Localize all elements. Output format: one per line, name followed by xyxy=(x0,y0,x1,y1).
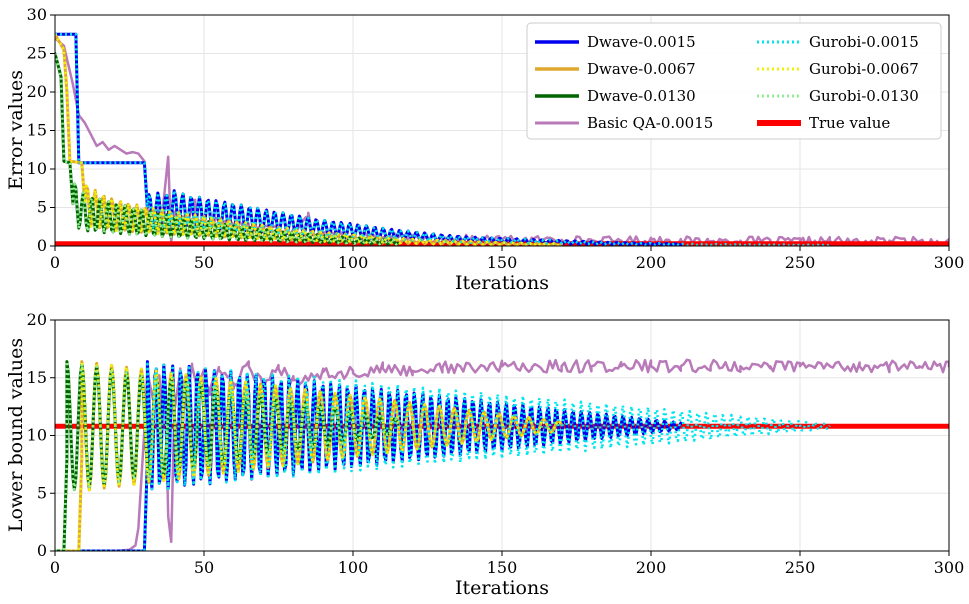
lower-bound-values-chart: 0 50 100 150 200 250 300 0 5 10 15 20 Iterations Lo… xyxy=(5,310,964,599)
legend-label-gurobi-0067: Gurobi-0.0067 xyxy=(809,60,919,78)
legend-label-true-value: True value xyxy=(809,114,890,132)
series-line-basic-qa xyxy=(55,358,949,551)
x-tick-label: 200 xyxy=(636,253,667,272)
legend-label-dwave-0130: Dwave-0.0130 xyxy=(587,87,696,105)
x-axis-title: Iterations xyxy=(455,577,549,599)
ticks: 0 50 100 150 200 250 300 0 5 10 15 20 xyxy=(27,310,965,577)
x-tick-label: 250 xyxy=(785,558,816,577)
legend-label-gurobi-0015: Gurobi-0.0015 xyxy=(809,33,919,51)
legend-label-dwave-0067: Dwave-0.0067 xyxy=(587,60,696,78)
x-tick-label: 300 xyxy=(934,558,965,577)
y-axis-title: Lower bound values xyxy=(5,338,27,532)
y-tick-label: 25 xyxy=(27,44,47,63)
x-tick-label: 100 xyxy=(338,253,369,272)
y-tick-label: 0 xyxy=(37,541,47,560)
y-tick-label: 20 xyxy=(27,82,47,101)
y-tick-label: 15 xyxy=(27,368,47,387)
x-tick-label: 50 xyxy=(194,558,214,577)
x-axis-title: Iterations xyxy=(455,272,549,294)
series-line-gurobi-0130 xyxy=(55,53,399,246)
x-tick-label: 100 xyxy=(338,558,369,577)
y-tick-label: 10 xyxy=(27,159,47,178)
y-tick-label: 5 xyxy=(37,483,47,502)
y-axis-title: Error values xyxy=(5,70,27,190)
x-tick-label: 250 xyxy=(785,253,816,272)
series-line-gurobi-0015 xyxy=(55,33,830,246)
x-tick-label: 0 xyxy=(50,558,60,577)
y-tick-label: 0 xyxy=(37,236,47,255)
legend: Dwave-0.0015 Gurobi-0.0015 Dwave-0.0067 Gur… xyxy=(526,22,942,140)
series-line-gurobi-0130 xyxy=(55,360,399,551)
legend-box xyxy=(526,22,942,140)
legend-label-basic-qa: Basic QA-0.0015 xyxy=(587,114,713,132)
x-tick-label: 150 xyxy=(487,253,518,272)
y-tick-label: 5 xyxy=(37,198,47,217)
series-layer xyxy=(55,32,949,246)
y-tick-label: 10 xyxy=(27,426,47,445)
error-values-chart: 0 50 100 150 200 250 300 0 5 10 15 20 25 30 Iteration… xyxy=(5,5,964,294)
legend-label-dwave-0015: Dwave-0.0015 xyxy=(587,33,696,51)
x-tick-label: 0 xyxy=(50,253,60,272)
x-tick-label: 50 xyxy=(194,253,214,272)
x-tick-label: 150 xyxy=(487,558,518,577)
y-tick-label: 15 xyxy=(27,121,47,140)
series-line-gurobi-0067 xyxy=(55,33,563,246)
series-layer xyxy=(55,358,949,551)
y-tick-label: 30 xyxy=(27,5,47,24)
ticks: 0 50 100 150 200 250 300 0 5 10 15 20 25 30 xyxy=(27,5,965,272)
x-tick-label: 300 xyxy=(934,253,965,272)
x-tick-label: 200 xyxy=(636,558,667,577)
legend-label-gurobi-0130: Gurobi-0.0130 xyxy=(809,87,919,105)
y-tick-label: 20 xyxy=(27,310,47,329)
